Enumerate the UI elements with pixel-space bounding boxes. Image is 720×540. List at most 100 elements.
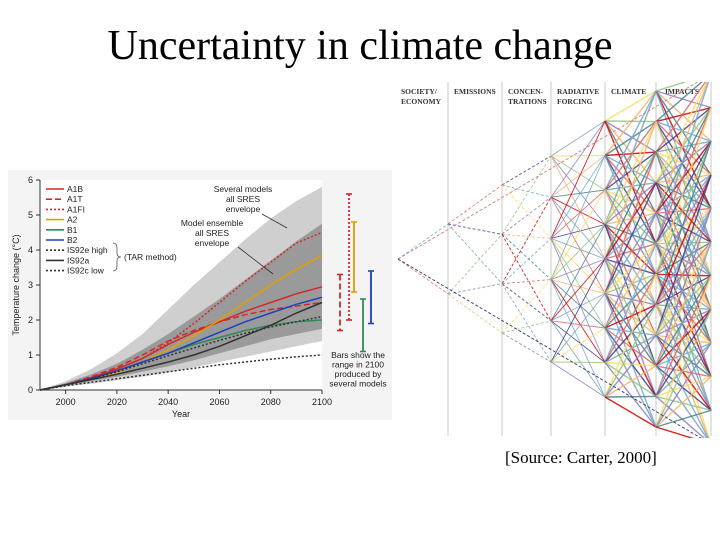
legend-label: A1T bbox=[67, 194, 83, 204]
cascade-branch bbox=[655, 241, 712, 275]
cascade-branch bbox=[604, 396, 657, 428]
cascade-branch bbox=[604, 243, 657, 260]
cascade-branch bbox=[655, 334, 712, 378]
cascade-branch bbox=[501, 234, 552, 280]
cascade-branch bbox=[655, 334, 712, 411]
chart-series-lines bbox=[39, 231, 323, 391]
cascade-branch bbox=[604, 293, 657, 397]
cascade-branch bbox=[655, 151, 712, 243]
cascade-branch bbox=[604, 120, 657, 153]
cascade-branch bbox=[604, 212, 657, 329]
cascade-branch bbox=[655, 212, 712, 243]
cascade-branch bbox=[604, 90, 657, 225]
cascade-branch bbox=[655, 273, 712, 344]
legend-label: IS92a bbox=[67, 255, 89, 265]
cascade-branch bbox=[655, 304, 712, 311]
cascade-branch bbox=[655, 342, 712, 367]
cascade-branch bbox=[604, 327, 657, 428]
stage-label: CONCEN- bbox=[508, 87, 544, 96]
temperature-projection-chart: 2000 2020 2040 2060 2080 2100 0 1 2 3 4 5 6 Year Tempe… bbox=[8, 170, 392, 420]
cascade-branch bbox=[655, 273, 712, 311]
y-tick-label: 3 bbox=[28, 280, 33, 290]
cascade-branch bbox=[655, 208, 712, 367]
cascade-branch bbox=[604, 293, 657, 428]
cascade-branch bbox=[604, 151, 657, 157]
cascade-branch bbox=[655, 151, 712, 176]
legend-label: IS92c low bbox=[67, 266, 105, 276]
stage-label: EMISSIONS bbox=[454, 87, 496, 96]
cascade-branch bbox=[655, 182, 712, 277]
cascade-branch bbox=[447, 184, 503, 225]
cascade-branch bbox=[655, 365, 712, 378]
cascade-branch bbox=[655, 90, 712, 109]
cascade-branch bbox=[655, 120, 712, 142]
x-tick-label: 2040 bbox=[158, 397, 178, 407]
cascade-branch bbox=[655, 365, 708, 438]
y-tick-label: 6 bbox=[28, 175, 33, 185]
cascade-branch bbox=[655, 107, 712, 244]
cascade-branch bbox=[550, 155, 606, 239]
x-tick-label: 2000 bbox=[56, 397, 76, 407]
cascade-branch bbox=[655, 275, 712, 306]
cascade-branch bbox=[604, 181, 657, 191]
cascade-branch bbox=[604, 258, 657, 306]
chart-range-bars bbox=[337, 193, 374, 353]
x-tick-label: 2060 bbox=[209, 397, 229, 407]
cascade-branch bbox=[655, 241, 712, 245]
cascade-branch bbox=[655, 342, 712, 428]
cascade-branch bbox=[604, 189, 657, 214]
cascade-branch bbox=[550, 120, 606, 157]
cascade-branch bbox=[655, 151, 712, 310]
y-tick-label: 1 bbox=[28, 350, 33, 360]
chart-envelopes bbox=[40, 187, 322, 390]
cascade-branch bbox=[550, 238, 606, 363]
cascade-branch bbox=[655, 182, 712, 344]
cascade-branch bbox=[655, 141, 712, 306]
cascade-branch bbox=[655, 107, 712, 275]
cascade-branch bbox=[655, 207, 712, 214]
cascade-branch bbox=[550, 320, 606, 363]
cascade-branch bbox=[550, 238, 606, 294]
cascade-branch bbox=[501, 279, 552, 334]
cascade-branch bbox=[655, 241, 712, 367]
cascade-branch bbox=[655, 304, 710, 438]
cascade-branch bbox=[447, 223, 503, 235]
stage-label: FORCING bbox=[557, 97, 593, 106]
cascade-branch bbox=[655, 121, 712, 243]
cascade-branch bbox=[501, 234, 552, 322]
cascade-branch bbox=[501, 184, 552, 198]
slide-title: Uncertainty in climate change bbox=[107, 23, 613, 69]
cascade-branch bbox=[550, 189, 606, 280]
cascade-branch bbox=[655, 208, 712, 336]
cascade-branch bbox=[501, 238, 552, 284]
cascade-branch bbox=[655, 121, 712, 209]
cascade-branch bbox=[655, 82, 708, 183]
cascade-branch bbox=[604, 120, 657, 157]
cascade-branch bbox=[550, 120, 606, 239]
y-axis-label: Temperature change (°C) bbox=[11, 234, 21, 335]
cascade-lower-bound bbox=[397, 258, 702, 438]
stage-label: SOCIETY/ bbox=[401, 87, 438, 96]
cascade-branch bbox=[655, 90, 712, 209]
cascade-branch bbox=[655, 395, 712, 412]
cascade-branch bbox=[550, 120, 606, 198]
legend-label: A2 bbox=[67, 215, 78, 225]
cascade-branch bbox=[604, 327, 657, 337]
cascade-branch bbox=[550, 237, 606, 260]
cascade-branch bbox=[604, 151, 657, 260]
cascade-branch bbox=[550, 293, 606, 363]
cascade-branch bbox=[655, 275, 712, 428]
cascade-branch bbox=[604, 327, 657, 367]
cascade-branch bbox=[655, 409, 712, 428]
cascade-branch bbox=[550, 361, 606, 363]
cascade-branch bbox=[501, 283, 552, 322]
cascade-branch bbox=[655, 304, 712, 378]
envelope-annotation-text: all SRES bbox=[195, 228, 229, 238]
cascade-branch bbox=[655, 243, 712, 377]
cascade-branch bbox=[655, 82, 710, 244]
cascade-branch bbox=[604, 274, 657, 398]
x-tick-label: 2100 bbox=[312, 397, 332, 407]
cascade-branch bbox=[655, 212, 712, 277]
cascade-diagram: SOCIETY/ECONOMY EMISSIONS CONCEN-TRATIONS R… bbox=[397, 82, 712, 438]
cascade-branch bbox=[550, 189, 606, 239]
